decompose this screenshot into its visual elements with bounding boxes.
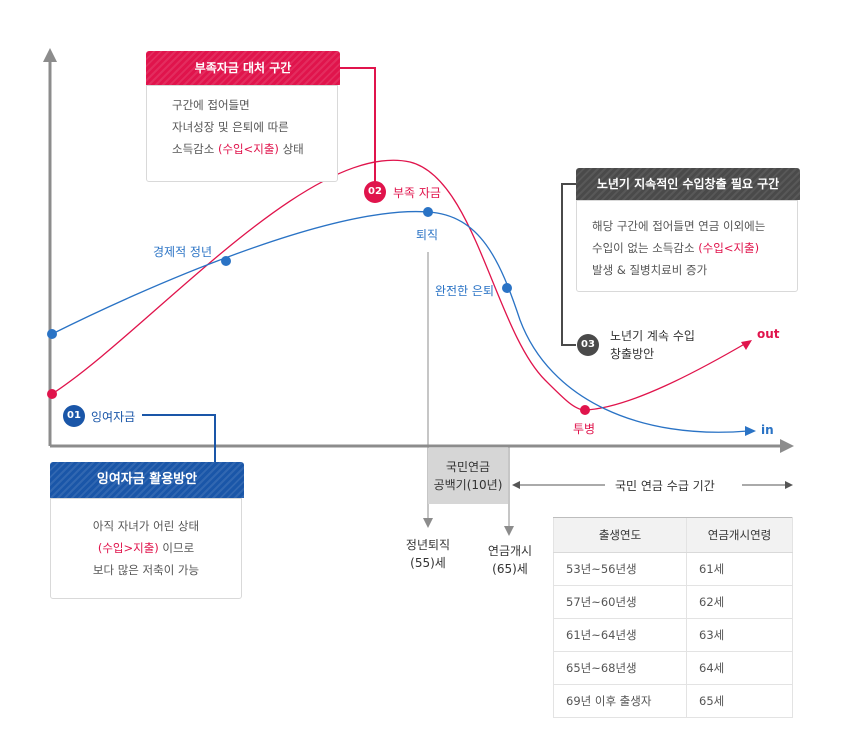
shortfall-line2: 자녀성장 및 은퇴에 따른 [172, 120, 289, 134]
table-row: 61년~64년생 63세 [553, 618, 793, 652]
income-start-dot [47, 329, 57, 339]
gap-line2: 공백기(10년) [433, 478, 503, 492]
table-cell-birth: 69년 이후 출생자 [553, 684, 687, 718]
period-arrow-right-head [785, 481, 793, 489]
surplus-line1: 아직 자녀가 어린 상태 [92, 519, 200, 533]
shortfall-line3-suffix: 상태 [278, 142, 304, 156]
label-peak-age: 경제적 정년 [153, 245, 213, 259]
elder-line1: 해당 구간에 접어들면 연금 이외에는 [592, 219, 766, 233]
label-pension-start: 연금개시 (65)세 [475, 542, 545, 578]
table-cell-birth: 61년~64년생 [553, 618, 687, 652]
label-retire-age: 정년퇴직 (55)세 [393, 536, 463, 572]
gap-line1: 국민연금 [445, 460, 491, 474]
marker-01-badge: 01 [63, 405, 85, 427]
table-cell-age: 62세 [686, 585, 793, 619]
table-cell-birth: 65년~68년생 [553, 651, 687, 685]
marker-03-label-line2: 창출방안 [610, 347, 655, 361]
y-axis-arrow [43, 48, 57, 62]
x-axis-arrow [780, 439, 794, 453]
shortfall-line3: 소득감소 (수입<지출) 상태 [172, 138, 337, 160]
surplus-box-body: 아직 자녀가 어린 상태 (수입>지출) 이므로 보다 많은 저축이 가능 [50, 498, 242, 599]
gap-box-text: 국민연금 공백기(10년) [428, 458, 508, 494]
label-full-retire: 완전한 은퇴 [435, 284, 495, 298]
marker-02-badge: 02 [364, 181, 386, 203]
shortfall-connector [337, 67, 376, 182]
shortfall-box-body: 구간에 접어들면 자녀성장 및 은퇴에 따른 소득감소 (수입<지출) 상태 [146, 85, 338, 182]
table-cell-age: 64세 [686, 651, 793, 685]
crossover-dot [221, 256, 231, 266]
label-out: out [757, 327, 780, 341]
shortfall-line1: 구간에 접어들면 [172, 98, 250, 112]
table-row: 53년~56년생 61세 [553, 552, 793, 586]
surplus-connector [142, 414, 216, 463]
retire-age-line2: (55)세 [410, 556, 446, 570]
table-cell-age: 61세 [686, 552, 793, 586]
pension-age-table: 출생연도 연금개시연령 53년~56년생 61세 57년~60년생 62세 61년~… [553, 517, 793, 718]
marker-03-label: 노년기 계속 수입 창출방안 [610, 327, 695, 363]
table-header-age: 연금개시연령 [686, 517, 793, 553]
elder-box-body: 해당 구간에 접어들면 연금 이외에는 수입이 없는 소득감소 (수입<지출) … [576, 200, 798, 292]
label-in: in [761, 423, 774, 437]
elder-box-title: 노년기 지속적인 수입창출 필요 구간 [576, 168, 800, 200]
label-retire: 퇴직 [416, 228, 439, 242]
pension-start-line2: (65)세 [492, 562, 528, 576]
surplus-line2-suffix: 이므로 [158, 541, 195, 555]
table-header-row: 출생연도 연금개시연령 [553, 517, 793, 553]
income-curve [51, 210, 749, 433]
expense-curve [51, 159, 749, 411]
elder-line2-highlight: (수입<지출) [698, 241, 760, 255]
out-arrowhead [741, 340, 752, 350]
retire-vline-arrow [423, 518, 433, 528]
pension-start-line1: 연금개시 [487, 544, 533, 558]
full-retire-dot [502, 283, 512, 293]
table-cell-age: 65세 [686, 684, 793, 718]
period-arrow-left-head [512, 481, 520, 489]
elder-connector [561, 183, 576, 346]
marker-03-label-line1: 노년기 계속 수입 [610, 329, 695, 343]
retire-age-line1: 정년퇴직 [405, 538, 451, 552]
surplus-line3: 보다 많은 저축이 가능 [92, 563, 200, 577]
surplus-line2: (수입>지출) 이므로 [51, 537, 241, 559]
shortfall-line3-prefix: 소득감소 [172, 142, 218, 156]
label-illness: 투병 [573, 422, 596, 436]
elder-line2: 수입이 없는 소득감소 (수입<지출) [592, 237, 797, 259]
marker-03-badge: 03 [577, 334, 599, 356]
retire-dot [423, 207, 433, 217]
pension-vline-arrow [504, 526, 514, 536]
label-receive-period: 국민 연금 수급 기간 [615, 479, 715, 493]
shortfall-line3-highlight: (수입<지출) [217, 142, 279, 156]
table-row: 57년~60년생 62세 [553, 585, 793, 619]
table-cell-birth: 57년~60년생 [553, 585, 687, 619]
table-header-birth: 출생연도 [553, 517, 687, 553]
gap-box-bg [428, 448, 508, 504]
table-cell-age: 63세 [686, 618, 793, 652]
table-cell-birth: 53년~56년생 [553, 552, 687, 586]
elder-line3: 발생 & 질병치료비 증가 [592, 263, 708, 277]
in-arrowhead [745, 426, 756, 436]
surplus-box-title: 잉여자금 활용방안 [50, 462, 244, 498]
marker-02-label: 부족 자금 [393, 186, 441, 200]
table-row: 69년 이후 출생자 65세 [553, 684, 793, 718]
table-row: 65년~68년생 64세 [553, 651, 793, 685]
shortfall-box-title: 부족자금 대처 구간 [146, 51, 340, 85]
expense-start-dot [47, 389, 57, 399]
illness-dot [580, 405, 590, 415]
elder-line2-prefix: 수입이 없는 소득감소 [592, 241, 699, 255]
marker-01-label: 잉여자금 [91, 410, 136, 424]
surplus-line2-highlight: (수입>지출) [97, 541, 159, 555]
